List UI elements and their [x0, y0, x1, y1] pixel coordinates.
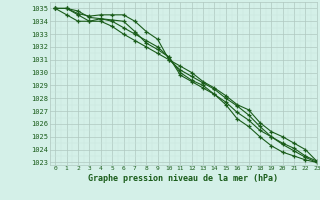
X-axis label: Graphe pression niveau de la mer (hPa): Graphe pression niveau de la mer (hPa) [88, 174, 278, 183]
